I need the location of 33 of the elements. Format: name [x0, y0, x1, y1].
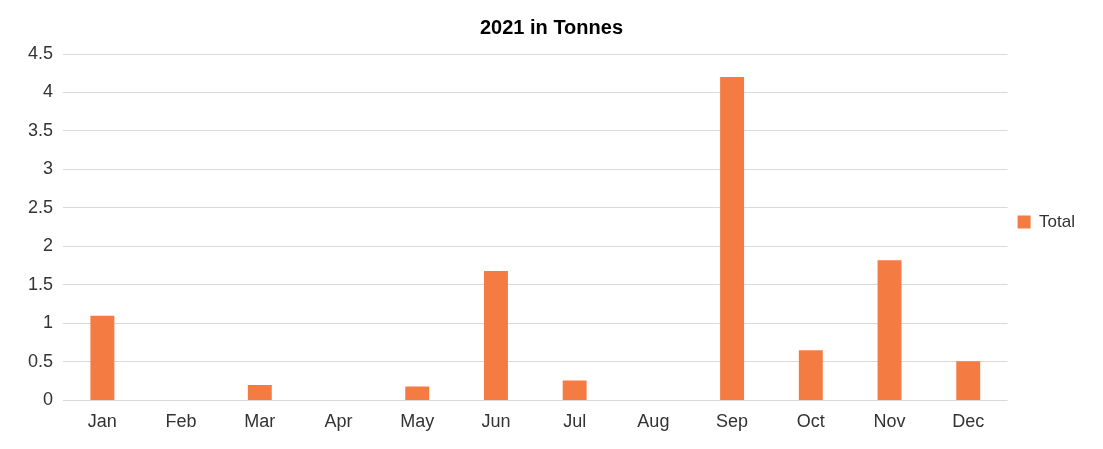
- y-tick-label: 0: [43, 389, 54, 410]
- bar: [405, 386, 430, 400]
- bar: [562, 380, 587, 400]
- bar: [247, 385, 272, 400]
- bar: [483, 271, 508, 400]
- x-tick-label: Nov: [873, 411, 906, 432]
- y-tick-label: 2: [43, 235, 54, 256]
- bar: [90, 315, 115, 400]
- bar: [720, 77, 745, 400]
- y-tick-label: 4: [43, 81, 54, 102]
- x-tick-label: Aug: [637, 411, 670, 432]
- y-tick-label: 0.5: [27, 350, 54, 371]
- bar: [798, 350, 823, 400]
- x-tick-label: Jun: [481, 411, 511, 432]
- bar: [956, 361, 981, 400]
- y-tick-label: 1: [43, 312, 54, 333]
- x-tick-label: Mar: [244, 411, 276, 432]
- bar: [877, 260, 902, 400]
- x-tick-label: Apr: [324, 411, 353, 432]
- x-tick-label: Dec: [952, 411, 985, 432]
- y-tick-label: 3: [43, 158, 54, 179]
- x-tick-label: Oct: [796, 411, 825, 432]
- x-tick-label: Jul: [563, 411, 587, 432]
- legend-label: Total: [1039, 211, 1076, 231]
- x-tick-label: Jan: [87, 411, 117, 432]
- x-tick-label: Feb: [165, 411, 197, 432]
- x-tick-label: May: [400, 411, 435, 432]
- chart-title: 2021 in Tonnes: [479, 15, 624, 38]
- y-tick-label: 2.5: [27, 196, 54, 217]
- x-tick-label: Sep: [716, 411, 749, 432]
- y-tick-label: 3.5: [27, 119, 54, 140]
- y-tick-label: 4.5: [27, 42, 54, 63]
- y-tick-label: 1.5: [27, 273, 54, 294]
